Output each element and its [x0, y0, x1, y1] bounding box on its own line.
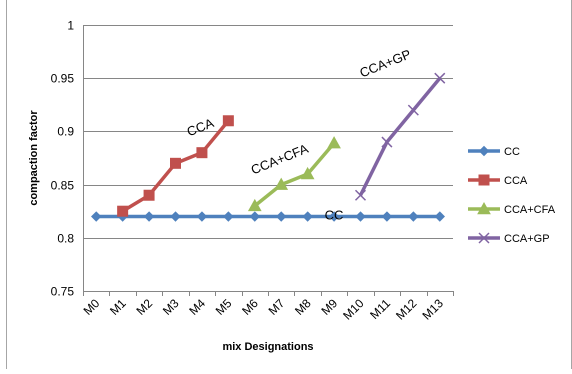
y-tick-label-1: 1 [67, 19, 74, 33]
data-point-cc-m9 [328, 211, 340, 222]
data-point-cca-gp-m12 [407, 104, 419, 116]
x-tick-label-m0: M0 [81, 296, 103, 318]
y-tick-label-0-9: 0.9 [57, 125, 74, 139]
x-tick-label-m13: M13 [420, 296, 447, 323]
data-point-cca-gp-m13 [434, 72, 446, 84]
x-tick-label-m4: M4 [186, 296, 208, 318]
data-point-cca-m1 [117, 205, 129, 217]
legend-item-cca: CCA [468, 174, 528, 187]
data-point-cca-m3 [170, 157, 181, 169]
data-point-cc-m13 [434, 211, 445, 222]
legend: CC CCA CCA+CFA CCA+GP [468, 145, 556, 245]
data-point-cc-m12 [408, 211, 419, 222]
y-axis-title: compaction factor [28, 110, 40, 206]
series-cca-cfa [247, 136, 341, 212]
series-line-cca-gp [358, 77, 442, 197]
data-point-cca-m2 [143, 189, 155, 201]
legend-label-cca-gp: CCA+GP [504, 233, 550, 245]
data-point-cc-m3 [170, 211, 181, 222]
series-cc [91, 211, 445, 222]
annotation-cc: CC [325, 208, 344, 223]
data-point-cc-m11 [381, 211, 393, 222]
data-point-cca-gp-m11 [381, 136, 393, 148]
y-tick-label-0-8: 0.8 [57, 232, 74, 246]
x-tick-label-m9: M9 [319, 296, 341, 318]
legend-label-cca-cfa: CCA+CFA [504, 204, 556, 216]
data-point-cc-m5 [223, 211, 234, 222]
legend-marker-cc [478, 145, 490, 157]
x-tick-label-m2: M2 [134, 296, 156, 318]
data-point-cc-m10 [355, 211, 366, 222]
data-point-cc-m0 [91, 211, 102, 222]
x-tick-label-m1: M1 [107, 296, 129, 318]
x-tick-label-m6: M6 [239, 296, 261, 318]
legend-marker-cca-cfa [477, 201, 491, 215]
x-axis-title: mix Designations [222, 341, 313, 353]
legend-marker-cca [478, 174, 490, 186]
x-tick-label-m8: M8 [292, 296, 314, 318]
data-point-cc-m2 [143, 211, 155, 222]
legend-item-cca-gp: CCA+GP [468, 232, 550, 245]
legend-item-cca-cfa: CCA+CFA [468, 201, 556, 216]
annotation-cca: CCA [185, 115, 216, 139]
x-tick-label-m12: M12 [393, 296, 420, 323]
data-point-cc-m4 [196, 211, 208, 222]
data-point-cca-cfa-m9 [327, 136, 341, 149]
annotation-cca-cfa: CCA+CFA [249, 141, 311, 178]
plot-series [91, 72, 446, 222]
data-point-cca-gp-m10 [354, 189, 367, 201]
data-point-cc-m6 [249, 211, 260, 222]
legend-label-cc: CC [504, 146, 520, 158]
legend-marker-cca-gp [478, 232, 490, 244]
x-tick-label-m3: M3 [160, 296, 182, 318]
series-cca [117, 115, 234, 217]
data-point-cca-m4 [196, 147, 208, 159]
x-tick-label-m11: M11 [367, 296, 393, 322]
data-point-cc-m8 [302, 211, 313, 222]
data-point-cca-cfa-m6 [247, 198, 262, 212]
annotation-cca-gp: CCA+GP [357, 46, 413, 80]
y-tick-label-0-95: 0.95 [51, 72, 75, 86]
data-point-cca-cfa-m8 [300, 166, 315, 180]
x-tick-label-m10: M10 [340, 296, 367, 323]
data-point-cca-cfa-m7 [274, 177, 289, 190]
data-point-cc-m7 [276, 211, 287, 222]
y-tick-label-0-75: 0.75 [51, 285, 75, 299]
data-point-cca-m5 [222, 115, 234, 127]
series-line-cca-cfa [253, 141, 336, 208]
x-tick-label-m7: M7 [266, 296, 288, 318]
series-cca-gp [354, 72, 446, 201]
legend-label-cca: CCA [504, 175, 528, 187]
x-tick-label-m5: M5 [213, 296, 235, 318]
legend-item-cc: CC [468, 145, 520, 158]
y-tick-label-0-85: 0.85 [51, 179, 75, 193]
